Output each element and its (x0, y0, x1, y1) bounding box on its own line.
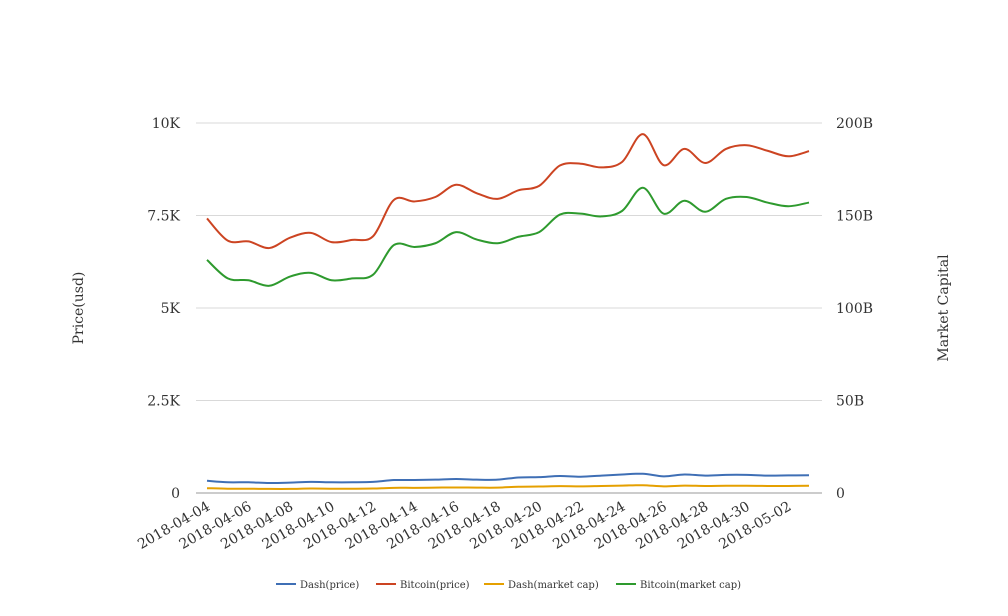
y-tick-label: 2.5K (147, 394, 180, 410)
legend-label: Dash(market cap) (508, 580, 599, 591)
y2-tick-label: 200B (836, 116, 873, 132)
series-line-bitcoin-price (206, 133, 810, 250)
y-tick-label: 5K (161, 301, 181, 317)
y2-tick-label: 100B (836, 301, 873, 317)
legend-item: Bitcoin(market cap) (616, 580, 741, 591)
legend-label: Bitcoin(market cap) (640, 580, 741, 591)
x-axis-ticks: 2018-04-042018-04-062018-04-082018-04-10… (135, 499, 794, 553)
legend: Dash(price) Bitcoin(price) Dash(market cap… (276, 580, 741, 591)
y-axis-left-ticks: 0 2.5K 5K 7.5K 10K (147, 116, 180, 502)
y-tick-label: 0 (171, 486, 180, 502)
y2-tick-label: 0 (836, 486, 845, 502)
y2-tick-label: 150B (836, 209, 873, 225)
series-lines (206, 133, 810, 490)
y-axis-right-title: Market Capital (936, 254, 952, 362)
legend-label: Dash(price) (300, 580, 359, 591)
legend-item: Dash(price) (276, 580, 359, 591)
y2-tick-label: 50B (836, 394, 864, 410)
legend-label: Bitcoin(price) (400, 580, 470, 591)
y-tick-label: 7.5K (147, 209, 180, 225)
y-axis-left-title: Price(usd) (71, 272, 87, 345)
series-line-bitcoin-market-cap (206, 186, 810, 287)
legend-item: Dash(market cap) (484, 580, 599, 591)
legend-item: Bitcoin(price) (376, 580, 470, 591)
y-tick-label: 10K (152, 116, 181, 132)
y-axis-right-ticks: 0 50B 100B 150B 200B (836, 116, 873, 502)
series-line-dash-price (206, 472, 810, 485)
series-line-dash-market-cap (206, 484, 810, 490)
gridlines (196, 122, 822, 494)
